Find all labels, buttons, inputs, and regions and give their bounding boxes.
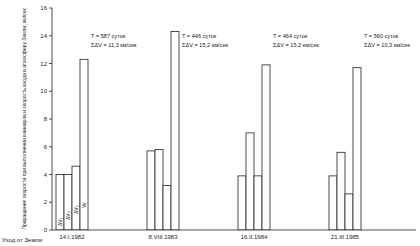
bar xyxy=(329,176,337,230)
y-tick-label: 6 xyxy=(44,144,48,150)
bar xyxy=(262,65,270,230)
bar xyxy=(72,166,80,230)
y-tick xyxy=(49,91,52,92)
y-tick xyxy=(49,63,52,64)
series-label: Vᴇ xyxy=(81,202,87,208)
bar xyxy=(353,68,361,230)
series-label: ΔV₂ xyxy=(65,211,71,220)
y-tick xyxy=(49,202,52,203)
series-label: ΔV₃ xyxy=(73,205,79,214)
y-tick-label: 0 xyxy=(44,227,48,233)
bar xyxy=(337,152,345,230)
y-tick xyxy=(49,174,52,175)
annotation: ΣΔV = 15,2 км/сек xyxy=(182,42,228,48)
x-tick-label: 21.III.1985 xyxy=(331,234,360,240)
y-tick xyxy=(49,146,52,147)
bar xyxy=(147,151,155,230)
annotation: ΣΔV = 15,2 км/сек xyxy=(273,42,319,48)
annotation: T = 560 суток xyxy=(364,33,399,39)
y-tick-label: 2 xyxy=(44,199,48,205)
bar xyxy=(246,133,254,230)
x-tick-label: 8.VIII.1983 xyxy=(148,234,178,240)
x-axis xyxy=(52,230,416,231)
annotation: ΣΔV = 11,3 км/сек xyxy=(91,42,137,48)
y-tick-label: 8 xyxy=(44,116,48,122)
x-axis-label: Уход от Земли xyxy=(2,237,42,243)
y-axis-label: Приращения скорости при выполнении манев… xyxy=(21,8,27,230)
bar xyxy=(155,150,163,230)
series-label: ΔV₁ xyxy=(57,217,63,226)
bar xyxy=(238,176,246,230)
bar xyxy=(254,176,262,230)
y-tick-label: 10 xyxy=(40,88,47,94)
y-tick-label: 4 xyxy=(44,172,48,178)
bar xyxy=(163,186,171,230)
y-tick xyxy=(49,119,52,120)
y-tick xyxy=(49,35,52,36)
annotation: T = 446 суток xyxy=(182,33,217,39)
x-tick-label: 14.I.1982 xyxy=(59,234,85,240)
annotation: T = 464 суток xyxy=(273,33,308,39)
chart: ΔV₁ΔV₂ΔV₃Vᴇ T = 587 суток ΣΔV = 11,3 км/се… xyxy=(0,0,420,246)
y-tick-label: 12 xyxy=(40,61,47,67)
bar xyxy=(80,59,88,230)
y-tick-label: 14 xyxy=(40,33,47,39)
bars xyxy=(56,32,361,230)
x-tick-label: 16.II.1984 xyxy=(241,234,268,240)
bar xyxy=(56,175,64,231)
annotation: T = 587 суток xyxy=(91,33,126,39)
bar xyxy=(345,194,353,230)
y-tick xyxy=(49,8,52,9)
bar xyxy=(171,32,179,230)
bar xyxy=(64,175,72,231)
annotation: ΣΔV = 10,3 км/сек xyxy=(364,42,410,48)
y-tick xyxy=(49,230,52,231)
y-tick-label: 16 xyxy=(40,5,47,11)
